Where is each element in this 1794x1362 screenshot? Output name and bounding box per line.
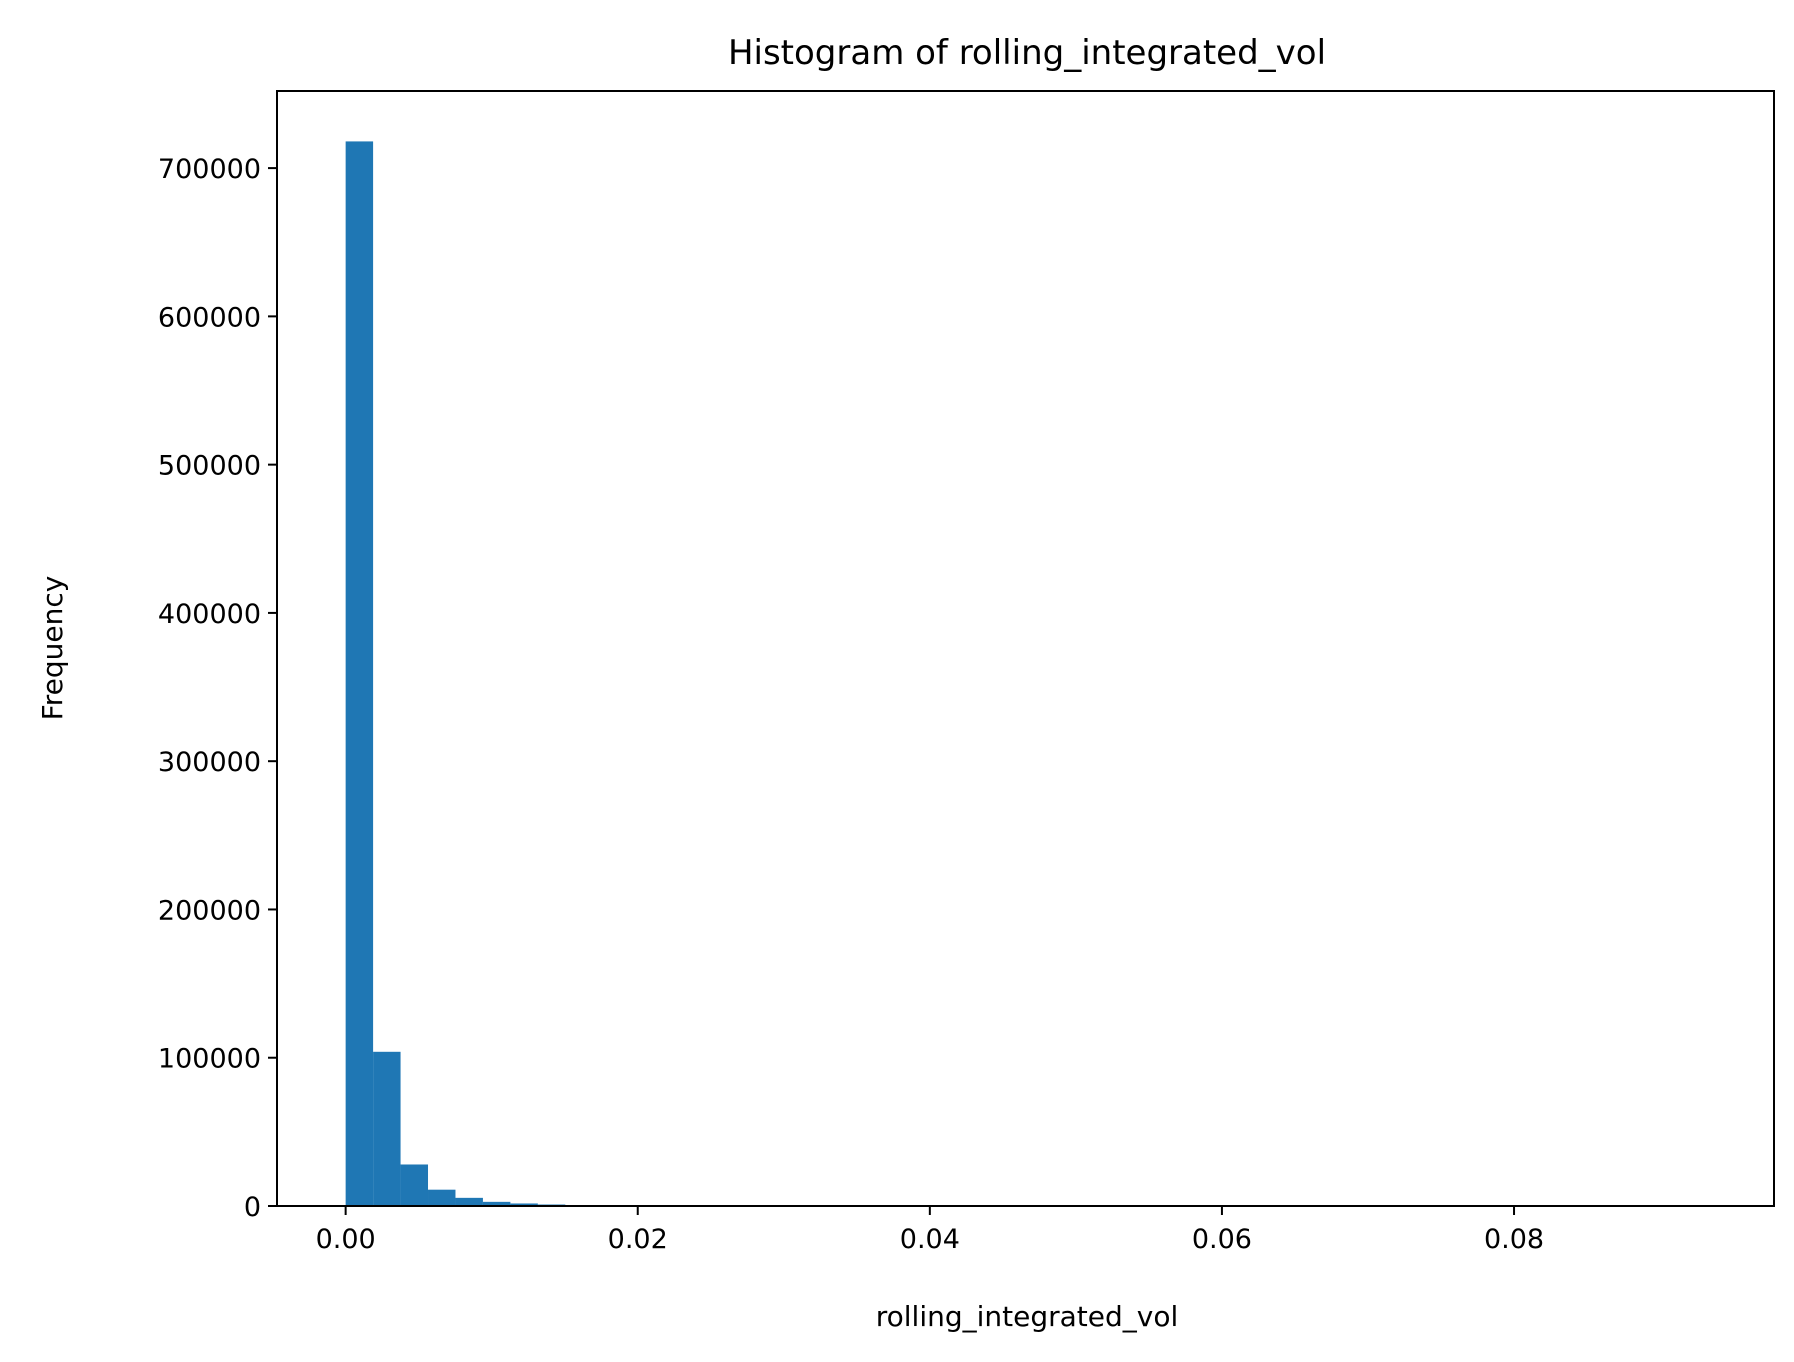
plot-frame: [276, 90, 1775, 1207]
y-tick-label: 0: [244, 1192, 261, 1223]
x-tick-label: 0.08: [1484, 1224, 1544, 1255]
histogram-bar: [345, 141, 374, 1206]
x-axis-label: rolling_integrated_vol: [876, 1300, 1179, 1333]
x-tick-label: 0.06: [1192, 1224, 1252, 1255]
x-tick-label: 0.02: [608, 1224, 668, 1255]
x-tick-label: 0.04: [900, 1224, 960, 1255]
y-axis-ticks: 0 100000 200000 300000 400000 500000 600000 700…: [158, 154, 277, 1223]
y-tick-label: 300000: [158, 747, 261, 778]
y-tick-label: 700000: [158, 154, 261, 185]
y-axis-label: Frequency: [36, 576, 69, 721]
y-tick-label: 200000: [158, 895, 261, 926]
y-tick-label: 400000: [158, 599, 261, 630]
histogram-bar: [482, 1201, 511, 1206]
histogram-bars: [345, 141, 1719, 1206]
histogram-bar: [428, 1189, 456, 1206]
y-tick-label: 600000: [158, 302, 261, 333]
chart-title: Histogram of rolling_integrated_vol: [728, 33, 1326, 73]
histogram-bar: [373, 1051, 401, 1206]
x-axis-ticks: 0.00 0.02 0.04 0.06 0.08: [316, 1206, 1544, 1255]
y-tick-label: 100000: [158, 1044, 261, 1075]
y-tick-label: 500000: [158, 451, 261, 482]
histogram-bar: [510, 1203, 538, 1206]
histogram-bar: [400, 1164, 429, 1206]
x-tick-label: 0.00: [316, 1224, 376, 1255]
histogram-bar: [455, 1197, 483, 1206]
